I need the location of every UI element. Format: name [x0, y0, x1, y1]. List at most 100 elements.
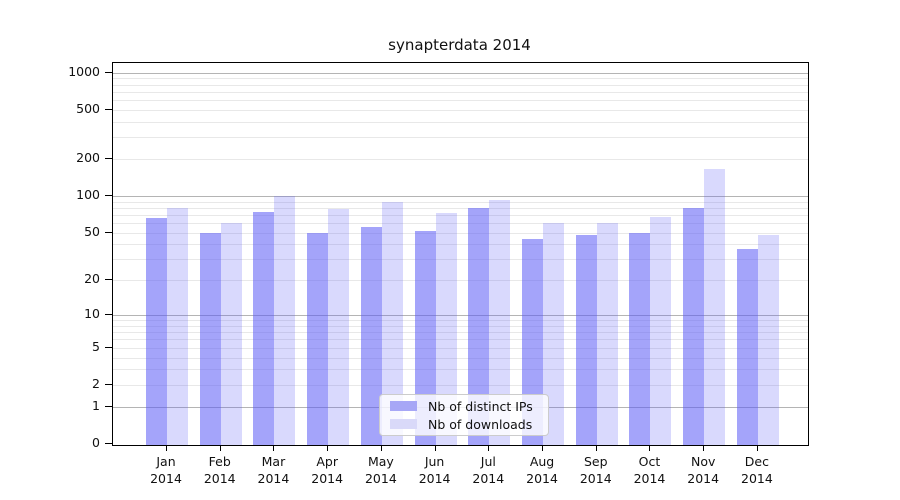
minor-gridline	[113, 280, 808, 282]
bar-downloads	[704, 169, 726, 445]
plot-canvas	[113, 63, 808, 445]
minor-gridline	[113, 121, 808, 123]
major-gridline	[113, 72, 808, 74]
x-tick-mark	[434, 446, 436, 451]
bar-distinct-ips	[414, 230, 436, 445]
x-tick-year: 2014	[203, 471, 236, 486]
bar-distinct-ips	[629, 232, 651, 445]
bar-downloads	[220, 223, 242, 445]
x-tick-month: Oct	[638, 454, 661, 469]
x-tick-month: May	[367, 454, 394, 469]
x-tick-mark	[380, 446, 382, 451]
legend-swatch-distinct-ips	[390, 401, 417, 411]
bar-distinct-ips	[683, 207, 705, 445]
bar-distinct-ips	[736, 248, 758, 445]
x-tick-year: 2014	[579, 471, 612, 486]
bar-downloads	[435, 212, 457, 445]
minor-gridline	[113, 223, 808, 225]
legend: Nb of distinct IPs Nb of downloads	[379, 394, 549, 436]
x-tick-label: May 2014	[353, 453, 409, 487]
x-tick-mark	[327, 446, 329, 451]
x-tick-label: Aug 2014	[514, 453, 570, 487]
x-tick-month: Jan	[156, 454, 176, 469]
legend-item: Nb of downloads	[386, 415, 542, 433]
legend-label-distinct-ips: Nb of distinct IPs	[428, 398, 533, 414]
minor-gridline	[113, 201, 808, 203]
bar-distinct-ips	[360, 226, 382, 445]
y-tick-label: 1	[92, 397, 100, 413]
minor-gridline	[113, 259, 808, 261]
y-tick-label: 500	[76, 100, 100, 116]
chart-title: synapterdata 2014	[388, 36, 531, 54]
bar-distinct-ips	[146, 218, 167, 445]
x-tick-mark	[649, 446, 651, 451]
x-tick-label: Jan 2014	[138, 453, 194, 487]
y-tick-label: 20	[84, 271, 100, 287]
minor-gridline	[113, 158, 808, 160]
x-tick-year: 2014	[687, 471, 720, 486]
bar-downloads	[328, 209, 350, 445]
bar-downloads	[274, 195, 296, 445]
minor-gridline	[113, 332, 808, 334]
plot-area: Nb of distinct IPs Nb of downloads	[112, 62, 809, 446]
minor-gridline	[113, 91, 808, 93]
minor-gridline	[113, 384, 808, 386]
legend-item: Nb of distinct IPs	[386, 397, 542, 415]
y-tick-mark	[105, 108, 112, 110]
x-tick-month: Feb	[208, 454, 231, 469]
x-tick-label: Mar 2014	[245, 453, 301, 487]
x-tick-month: Nov	[690, 454, 716, 469]
bar-distinct-ips	[522, 239, 544, 445]
minor-gridline	[113, 137, 808, 139]
y-tick-mark	[105, 405, 112, 407]
y-tick-label: 50	[84, 223, 100, 239]
x-tick-label: Dec 2014	[729, 453, 785, 487]
y-tick-label: 2	[92, 375, 100, 391]
bar-distinct-ips	[307, 232, 329, 445]
y-tick-mark	[105, 71, 112, 73]
x-tick-mark	[166, 446, 167, 451]
x-tick-label: Nov 2014	[675, 453, 731, 487]
x-tick-year: 2014	[150, 471, 182, 486]
bar-downloads	[757, 234, 779, 445]
major-gridline	[113, 195, 808, 197]
x-tick-year: 2014	[472, 471, 505, 486]
minor-gridline	[113, 84, 808, 86]
x-tick-month: Aug	[529, 454, 555, 469]
bar-downloads	[381, 201, 403, 445]
x-tick-mark	[703, 446, 705, 451]
x-tick-year: 2014	[741, 471, 773, 486]
y-tick-label: 200	[76, 149, 100, 165]
minor-gridline	[113, 347, 808, 349]
minor-gridline	[113, 244, 808, 246]
x-tick-year: 2014	[257, 471, 290, 486]
y-tick-label: 10	[84, 306, 100, 322]
x-tick-label: Sep 2014	[568, 453, 624, 487]
x-tick-month: Jul	[480, 454, 496, 469]
y-tick-label: 100	[76, 186, 100, 202]
y-tick-mark	[105, 443, 112, 444]
x-tick-mark	[488, 446, 490, 451]
y-tick-mark	[105, 279, 112, 281]
x-tick-month: Dec	[744, 454, 769, 469]
x-tick-month: Mar	[261, 454, 286, 469]
x-tick-label: Oct 2014	[621, 453, 677, 487]
x-tick-label: Jun 2014	[407, 453, 463, 487]
y-tick-mark	[105, 157, 112, 159]
minor-gridline	[113, 232, 808, 234]
bar-distinct-ips	[253, 211, 275, 445]
minor-gridline	[113, 325, 808, 327]
legend-label-downloads: Nb of downloads	[428, 416, 533, 432]
y-tick-mark	[105, 346, 112, 348]
y-tick-mark	[105, 314, 112, 316]
bar-downloads	[489, 199, 511, 445]
bar-downloads	[543, 223, 565, 445]
x-tick-label: Feb 2014	[192, 453, 248, 487]
x-tick-month: Apr	[316, 454, 338, 469]
minor-gridline	[113, 207, 808, 209]
minor-gridline	[113, 109, 808, 111]
bar-distinct-ips	[199, 232, 221, 445]
y-tick-mark	[105, 231, 112, 233]
y-tick-mark	[105, 383, 112, 385]
minor-gridline	[113, 78, 808, 80]
